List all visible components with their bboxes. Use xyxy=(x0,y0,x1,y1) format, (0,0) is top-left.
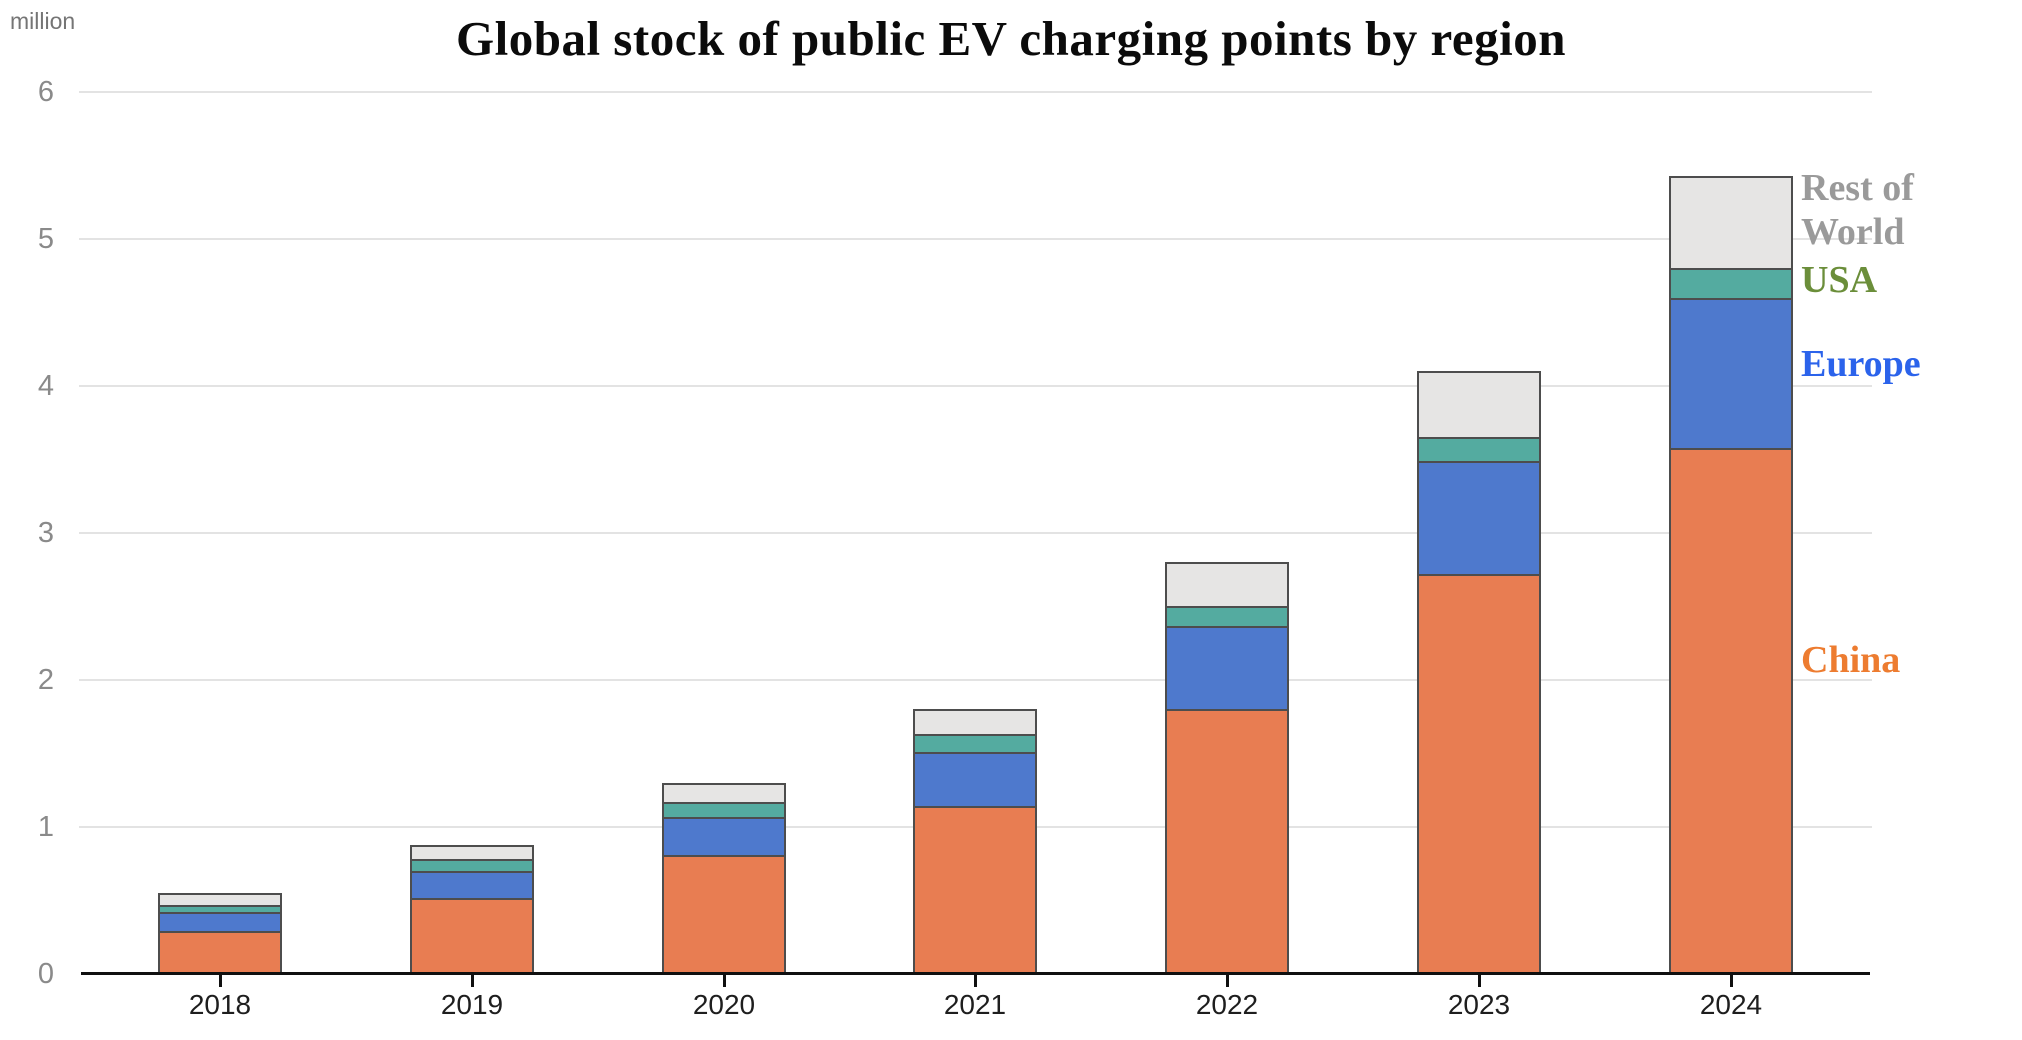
bar-segment-europe-2019 xyxy=(410,871,534,898)
x-tick-label-2022: 2022 xyxy=(1195,989,1259,1020)
x-tick-mark-2024 xyxy=(1730,974,1733,987)
bar-segment-rest-of-world-2018 xyxy=(158,893,282,905)
y-tick-label-0: 0 xyxy=(37,958,54,990)
y-tick-label-3: 3 xyxy=(37,517,54,549)
bar-segment-rest-of-world-2022 xyxy=(1165,562,1289,606)
bar-segment-china-2024 xyxy=(1669,448,1793,974)
gridline-6 xyxy=(79,91,1872,93)
bar-segment-europe-2021 xyxy=(913,752,1037,806)
y-tick-label-6: 6 xyxy=(37,76,54,108)
bar-segment-europe-2024 xyxy=(1669,298,1793,448)
x-tick-mark-2022 xyxy=(1226,974,1229,987)
x-tick-label-2018: 2018 xyxy=(188,989,252,1020)
x-tick-label-2024: 2024 xyxy=(1699,989,1763,1020)
x-tick-mark-2023 xyxy=(1478,974,1481,987)
bar-segment-china-2020 xyxy=(662,855,786,974)
x-tick-mark-2021 xyxy=(974,974,977,987)
bar-segment-europe-2018 xyxy=(158,912,282,931)
bar-segment-europe-2023 xyxy=(1417,461,1541,574)
bar-segment-rest-of-world-2021 xyxy=(913,709,1037,734)
bar-segment-china-2018 xyxy=(158,931,282,974)
y-tick-label-5: 5 xyxy=(37,223,54,255)
bar-segment-usa-2019 xyxy=(410,859,534,871)
y-tick-label-4: 4 xyxy=(37,370,54,402)
x-tick-label-2021: 2021 xyxy=(943,989,1007,1020)
gridline-4 xyxy=(79,385,1872,387)
x-axis-line xyxy=(81,972,1870,975)
bar-segment-rest-of-world-2019 xyxy=(410,845,534,859)
x-tick-label-2023: 2023 xyxy=(1447,989,1511,1020)
bar-segment-usa-2022 xyxy=(1165,606,1289,626)
y-axis-unit-label: million xyxy=(10,8,76,34)
x-tick-label-2020: 2020 xyxy=(692,989,756,1020)
bar-segment-usa-2024 xyxy=(1669,268,1793,298)
bar-segment-rest-of-world-2024 xyxy=(1669,176,1793,268)
bar-segment-china-2022 xyxy=(1165,709,1289,974)
bar-segment-usa-2018 xyxy=(158,905,282,912)
bar-segment-china-2019 xyxy=(410,898,534,974)
bar-segment-rest-of-world-2020 xyxy=(662,783,786,802)
chart-title: Global stock of public EV charging point… xyxy=(455,11,1567,66)
bar-segment-china-2021 xyxy=(913,806,1037,974)
gridline-5 xyxy=(79,238,1872,240)
bar-segment-europe-2020 xyxy=(662,817,786,855)
bar-segment-china-2023 xyxy=(1417,574,1541,974)
legend-label-rest-of-world: Rest of World xyxy=(1801,167,1914,254)
bar-segment-usa-2021 xyxy=(913,734,1037,752)
legend-label-china: China xyxy=(1801,639,1901,681)
x-tick-mark-2020 xyxy=(723,974,726,987)
x-tick-label-2019: 2019 xyxy=(440,989,504,1020)
x-tick-mark-2019 xyxy=(471,974,474,987)
y-tick-label-1: 1 xyxy=(37,811,54,843)
gridline-2 xyxy=(79,679,1872,681)
legend-label-usa: USA xyxy=(1801,259,1878,301)
bar-segment-europe-2022 xyxy=(1165,626,1289,709)
bar-segment-rest-of-world-2023 xyxy=(1417,371,1541,437)
bar-segment-usa-2023 xyxy=(1417,437,1541,461)
y-tick-label-2: 2 xyxy=(37,664,54,696)
legend-label-europe: Europe xyxy=(1801,343,1921,385)
gridline-3 xyxy=(79,532,1872,534)
x-tick-mark-2018 xyxy=(219,974,222,987)
bar-segment-usa-2020 xyxy=(662,802,786,817)
